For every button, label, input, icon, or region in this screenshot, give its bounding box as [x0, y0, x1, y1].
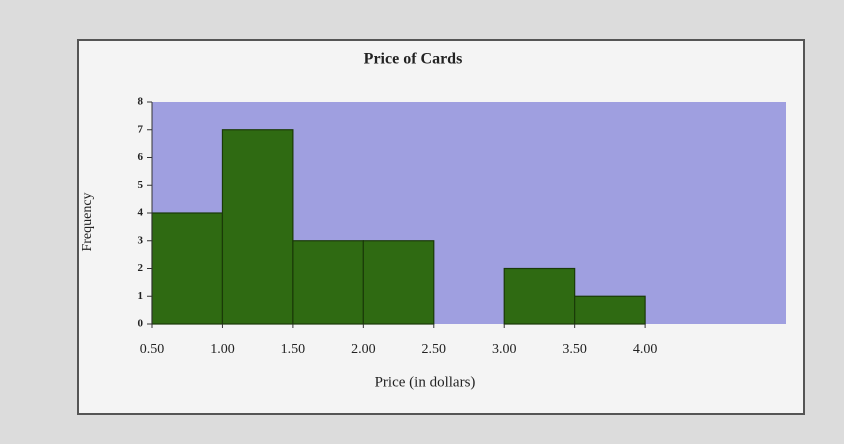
- x-tick-label: 1.00: [210, 342, 235, 357]
- histogram-bar: [221, 129, 294, 325]
- y-axis-label: Frequency: [80, 192, 95, 251]
- y-tick-label: 7: [138, 123, 144, 135]
- x-tick-label: 2.00: [351, 342, 376, 357]
- histogram-bar: [574, 295, 646, 325]
- x-tick-label: 3.50: [562, 342, 587, 357]
- y-tick-label: 0: [138, 318, 144, 330]
- histogram-bar: [362, 240, 435, 325]
- x-tick-label: 0.50: [140, 342, 165, 357]
- x-tick-label: 3.00: [492, 342, 517, 357]
- y-tick-label: 2: [138, 262, 144, 274]
- chart-title: Price of Cards: [364, 51, 463, 68]
- histogram-bar: [292, 240, 364, 325]
- histogram-bar: [151, 212, 224, 325]
- y-tick-label: 1: [138, 290, 144, 302]
- x-axis-label: Price (in dollars): [375, 374, 476, 390]
- histogram-bar: [503, 267, 576, 325]
- y-tick-label: 5: [138, 179, 144, 191]
- x-tick-label: 4.00: [633, 342, 658, 357]
- y-tick-label: 8: [138, 96, 144, 108]
- x-tick-label: 2.50: [422, 342, 447, 357]
- y-tick-label: 6: [138, 151, 144, 163]
- y-tick-label: 3: [138, 234, 144, 246]
- x-tick-label: 1.50: [281, 342, 306, 357]
- y-tick-label: 4: [138, 207, 144, 219]
